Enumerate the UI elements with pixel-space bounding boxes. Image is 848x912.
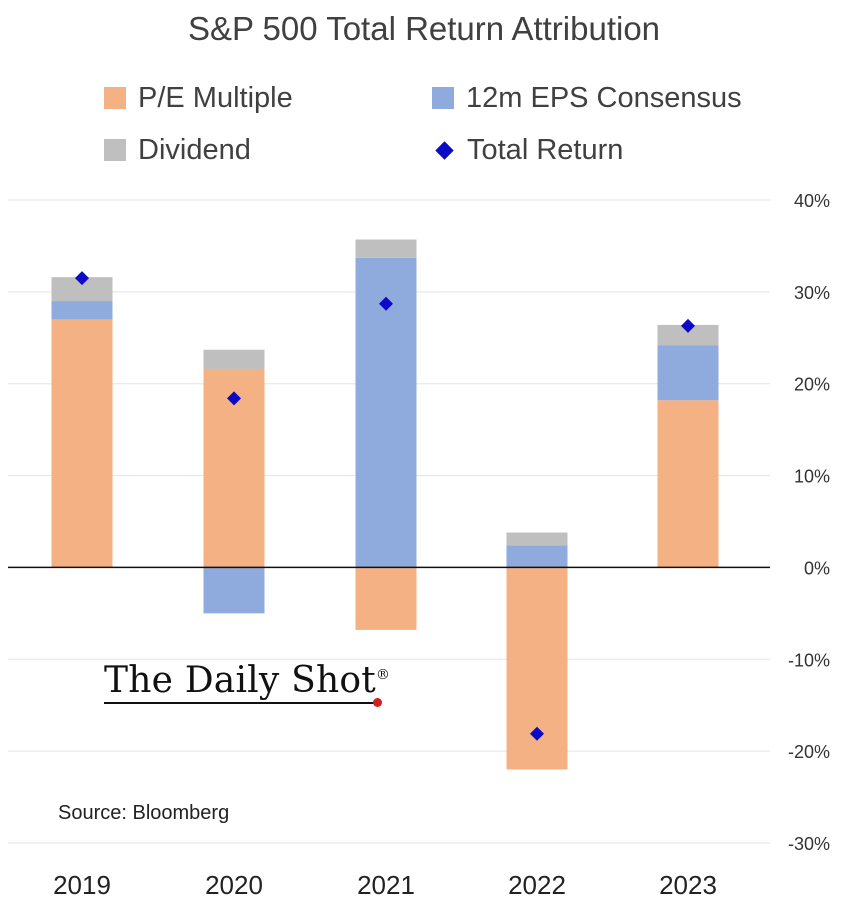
total-return-markers (75, 271, 695, 741)
logo-red-dot (373, 698, 382, 707)
bar-dividend-2022 (506, 532, 568, 546)
logo-text: The Daily Shot® (104, 660, 391, 701)
legend-swatch-eps-consensus (432, 87, 454, 109)
x-tick-label-2019: 2019 (53, 870, 111, 900)
y-tick-label: 30% (794, 283, 830, 303)
legend-swatch-pe-multiple (104, 87, 126, 109)
bar-12m-eps-consensus-2023 (657, 345, 719, 401)
x-tick-label-2023: 2023 (659, 870, 717, 900)
legend-item-pe-multiple: P/E Multiple (104, 78, 293, 118)
total-return-marker-2021 (379, 296, 393, 311)
bar-p-e-multiple-2019 (51, 319, 113, 568)
legend-item-dividend: Dividend (104, 130, 251, 170)
y-tick-label: 20% (794, 375, 830, 395)
y-axis-tick-labels: 40% 30% 20% 10% 0% -10% -20% -30% (788, 191, 830, 854)
legend-label-total-return: Total Return (467, 133, 624, 166)
y-tick-label: 40% (794, 191, 830, 211)
y-tick-label: 0% (804, 558, 830, 578)
y-tick-label: 10% (794, 467, 830, 487)
bar-12m-eps-consensus-2019 (51, 301, 113, 320)
total-return-marker-2019 (75, 271, 89, 286)
bar-dividend-2023 (657, 324, 719, 346)
legend-item-total-return: Total Return (432, 130, 623, 170)
daily-shot-logo: The Daily Shot® (104, 660, 394, 710)
legend-label-eps-consensus: 12m EPS Consensus (466, 81, 742, 114)
x-axis-tick-labels: 2019 2020 2021 2022 2023 (53, 870, 717, 900)
legend-label-dividend: Dividend (138, 133, 251, 166)
bar-12m-eps-consensus-2022 (506, 545, 568, 568)
total-return-marker-2023 (681, 318, 695, 333)
legend-label-pe-multiple: P/E Multiple (138, 81, 293, 114)
bar-p-e-multiple-2023 (657, 400, 719, 568)
x-tick-label-2021: 2021 (357, 870, 415, 900)
legend-swatch-dividend (104, 139, 126, 161)
x-tick-label-2020: 2020 (205, 870, 263, 900)
y-tick-label: -20% (788, 742, 830, 762)
y-tick-label: -30% (788, 834, 830, 854)
source-note: Source: Bloomberg (58, 802, 230, 824)
chart-title: S&P 500 Total Return Attribution (187, 10, 661, 47)
total-return-marker-2020 (227, 391, 241, 406)
total-return-marker-2022 (530, 726, 544, 741)
y-tick-label: -10% (788, 650, 830, 670)
bar-dividend-2020 (203, 349, 265, 370)
bar-dividend-2021 (355, 239, 417, 258)
legend-item-eps-consensus: 12m EPS Consensus (432, 78, 742, 118)
bar-12m-eps-consensus-2020 (203, 567, 265, 614)
bar-dividend-2019 (51, 277, 113, 302)
logo-underline (104, 702, 376, 704)
bar-p-e-multiple-2021 (355, 567, 417, 630)
x-tick-label-2022: 2022 (508, 870, 566, 900)
